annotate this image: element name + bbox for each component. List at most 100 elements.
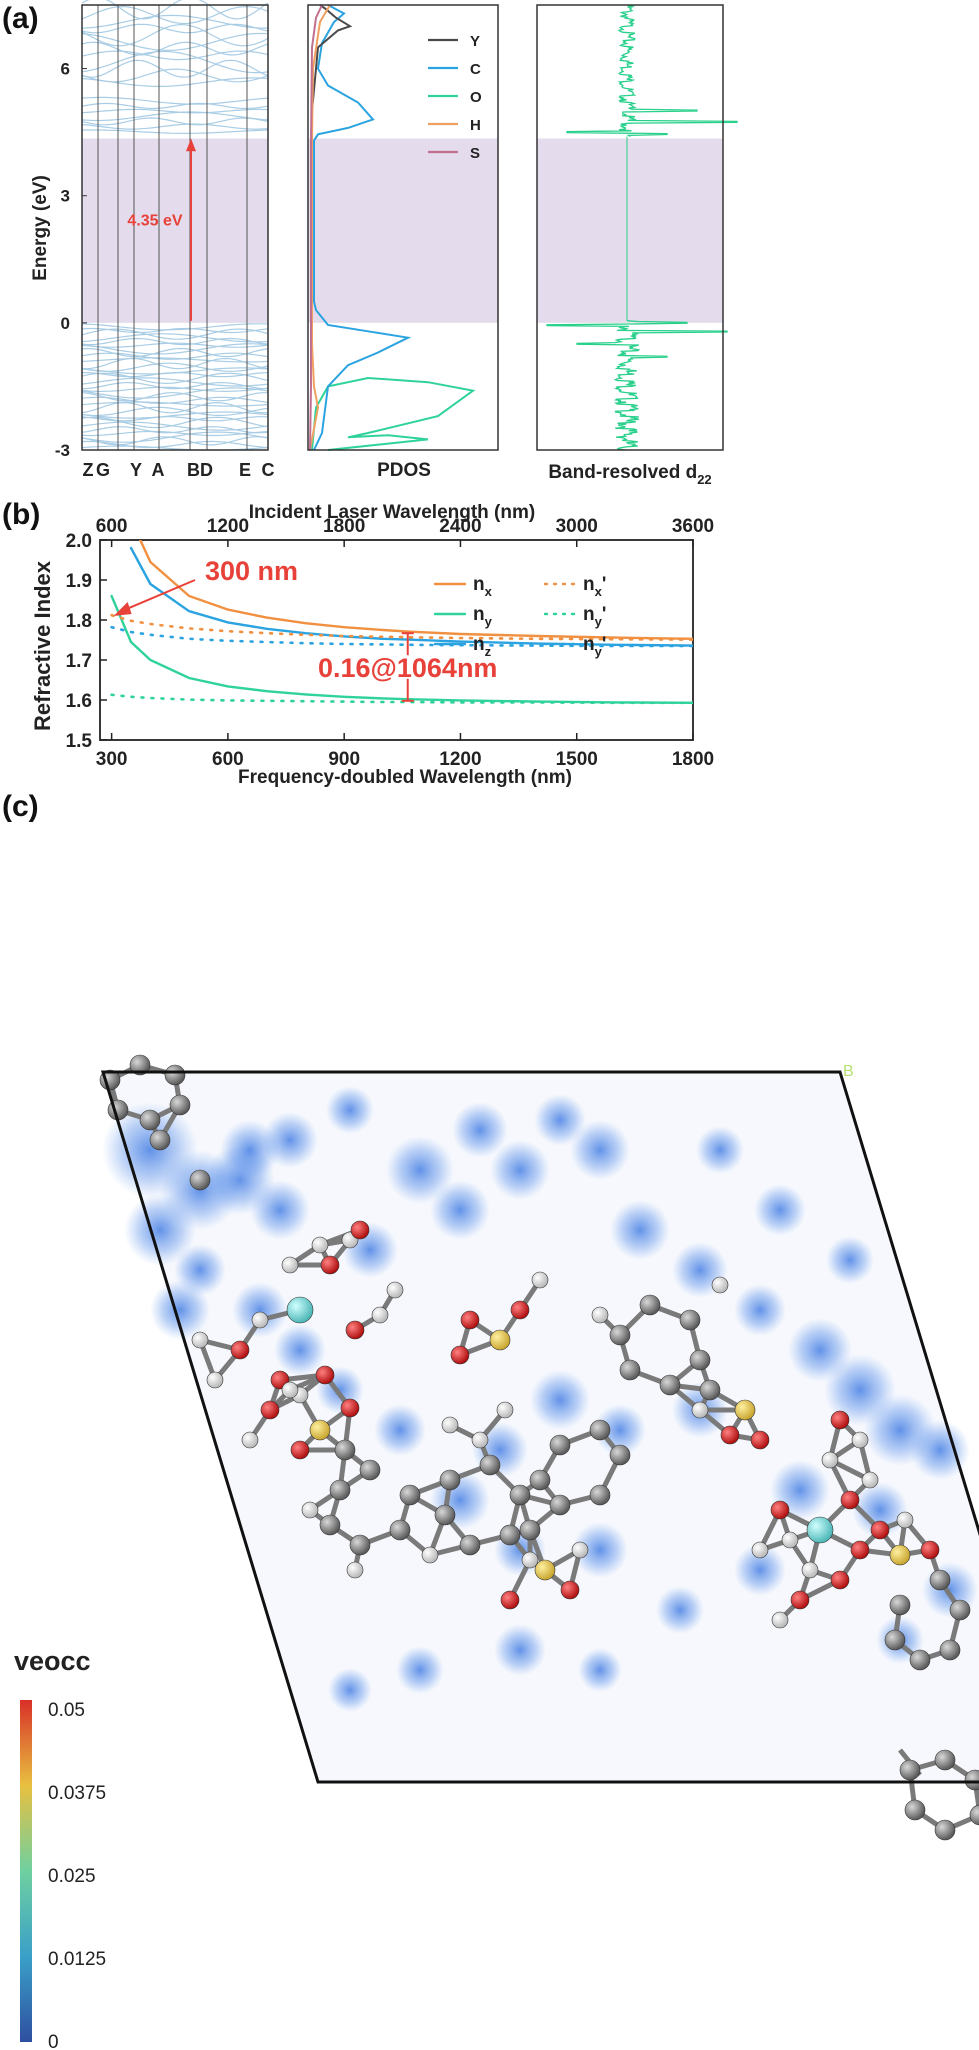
density-blob	[374, 1404, 426, 1456]
band-line	[81, 129, 269, 134]
density-blob	[124, 1194, 196, 1266]
density-blob	[326, 1086, 374, 1134]
y-axis-label: Refractive Index	[30, 560, 55, 731]
atom-g	[499, 1524, 521, 1546]
atom-g	[439, 1469, 461, 1491]
atom-w	[206, 1371, 224, 1389]
kpoint-label: Y	[130, 460, 142, 480]
pdos-curve-s	[309, 4, 323, 451]
band-structure-plot: 4.35 eV	[81, 0, 269, 451]
colorbar-tick-label: 0.05	[48, 1700, 85, 1721]
x2-tick-label: 600	[96, 516, 128, 537]
band-line	[81, 392, 268, 402]
band-line	[81, 421, 269, 431]
density-blob	[530, 1370, 590, 1430]
atom-r	[340, 1398, 360, 1418]
d22-trace	[566, 4, 738, 137]
band-line	[81, 337, 269, 346]
atom-w	[781, 1531, 799, 1549]
atom-w	[821, 1451, 839, 1469]
atom-w	[896, 1511, 914, 1529]
atom-y	[489, 1329, 511, 1351]
density-blob	[232, 1282, 288, 1338]
atom-w	[851, 1431, 869, 1449]
series-line-1	[110, 594, 693, 704]
gap-region	[537, 138, 723, 323]
energy-tick-label: 0	[61, 314, 70, 333]
density-blob	[826, 1236, 874, 1284]
density-blob	[610, 1200, 670, 1260]
atom-r	[350, 1220, 370, 1240]
band-line	[81, 431, 269, 443]
atom-g	[899, 1759, 921, 1781]
atom-g	[639, 1294, 661, 1316]
atom-g	[619, 1359, 641, 1381]
density-blob	[534, 1094, 586, 1146]
y-tick-label: 1.6	[66, 691, 92, 712]
density-blob	[572, 1522, 628, 1578]
atom-g	[349, 1534, 371, 1556]
legend-label: nz	[473, 634, 492, 659]
band-line	[81, 111, 269, 122]
atom-y	[734, 1399, 756, 1421]
annotation-delta-n: 0.16@1064nm	[318, 653, 497, 683]
atom-w	[311, 1236, 329, 1254]
panel-b-refractive-index-chart: 1.5 1.6 1.7 1.8 1.9 2.0 300 600 900 1200 1500 1800 6…	[30, 502, 714, 788]
atom-r	[500, 1590, 520, 1610]
atom-g	[389, 1519, 411, 1541]
atom-w	[281, 1256, 299, 1274]
atom-w	[571, 1541, 589, 1559]
atom-g	[549, 1494, 571, 1516]
band-line	[81, 68, 269, 83]
atom-r	[320, 1255, 340, 1275]
band-line	[81, 327, 269, 334]
gap-value-label: 4.35 eV	[127, 212, 182, 229]
charge-density-blobs	[102, 1086, 978, 1712]
density-blob	[656, 1586, 704, 1634]
x-axis-label: Frequency-doubled Wavelength (nm)	[238, 767, 572, 788]
density-blob	[578, 1648, 622, 1692]
atom-w	[241, 1431, 259, 1449]
atom-w	[591, 1306, 609, 1324]
band-line	[81, 342, 269, 348]
atom-w	[346, 1561, 364, 1579]
atom-g	[884, 1629, 906, 1651]
y-tick-label: 1.8	[66, 611, 92, 632]
atom-w	[861, 1471, 879, 1489]
band-line	[81, 117, 269, 126]
energy-tick-labels: 6 3 0 -3	[55, 60, 87, 460]
band-line	[81, 362, 269, 372]
atom-r	[450, 1345, 470, 1365]
pdos-label: PDOS	[377, 460, 431, 481]
band-line	[81, 32, 269, 52]
atom-c	[806, 1516, 834, 1544]
atom-g	[939, 1639, 961, 1661]
gap-region	[82, 138, 268, 323]
panel-label-a: (a)	[2, 2, 39, 35]
atom-w	[301, 1501, 319, 1519]
atom-g	[519, 1519, 541, 1541]
atom-g	[689, 1349, 711, 1371]
atom-r	[560, 1580, 580, 1600]
atom-w	[691, 1401, 709, 1419]
density-blob	[262, 1112, 318, 1168]
band-line	[81, 357, 269, 370]
density-blob	[490, 1140, 550, 1200]
energy-tick-label: -3	[55, 441, 70, 460]
atom-g	[609, 1444, 631, 1466]
atom-y	[309, 1419, 331, 1441]
x2-tick-label: 2400	[439, 516, 481, 537]
band-line	[81, 377, 269, 387]
density-blob	[570, 1120, 630, 1180]
colorbar-ticks: 0.05 0.0375 0.025 0.0125 0	[48, 1700, 106, 2050]
pdos-curve-h	[309, 4, 331, 451]
density-blob	[174, 1244, 226, 1296]
density-blob	[396, 1646, 444, 1694]
y-tick-label: 1.5	[66, 731, 93, 752]
atom-g	[609, 1324, 631, 1346]
pdos-legend-label: Y	[470, 33, 480, 50]
atom-g	[889, 1594, 911, 1616]
density-blob	[754, 1184, 806, 1236]
colorbar-title: veocc	[14, 1646, 91, 1676]
